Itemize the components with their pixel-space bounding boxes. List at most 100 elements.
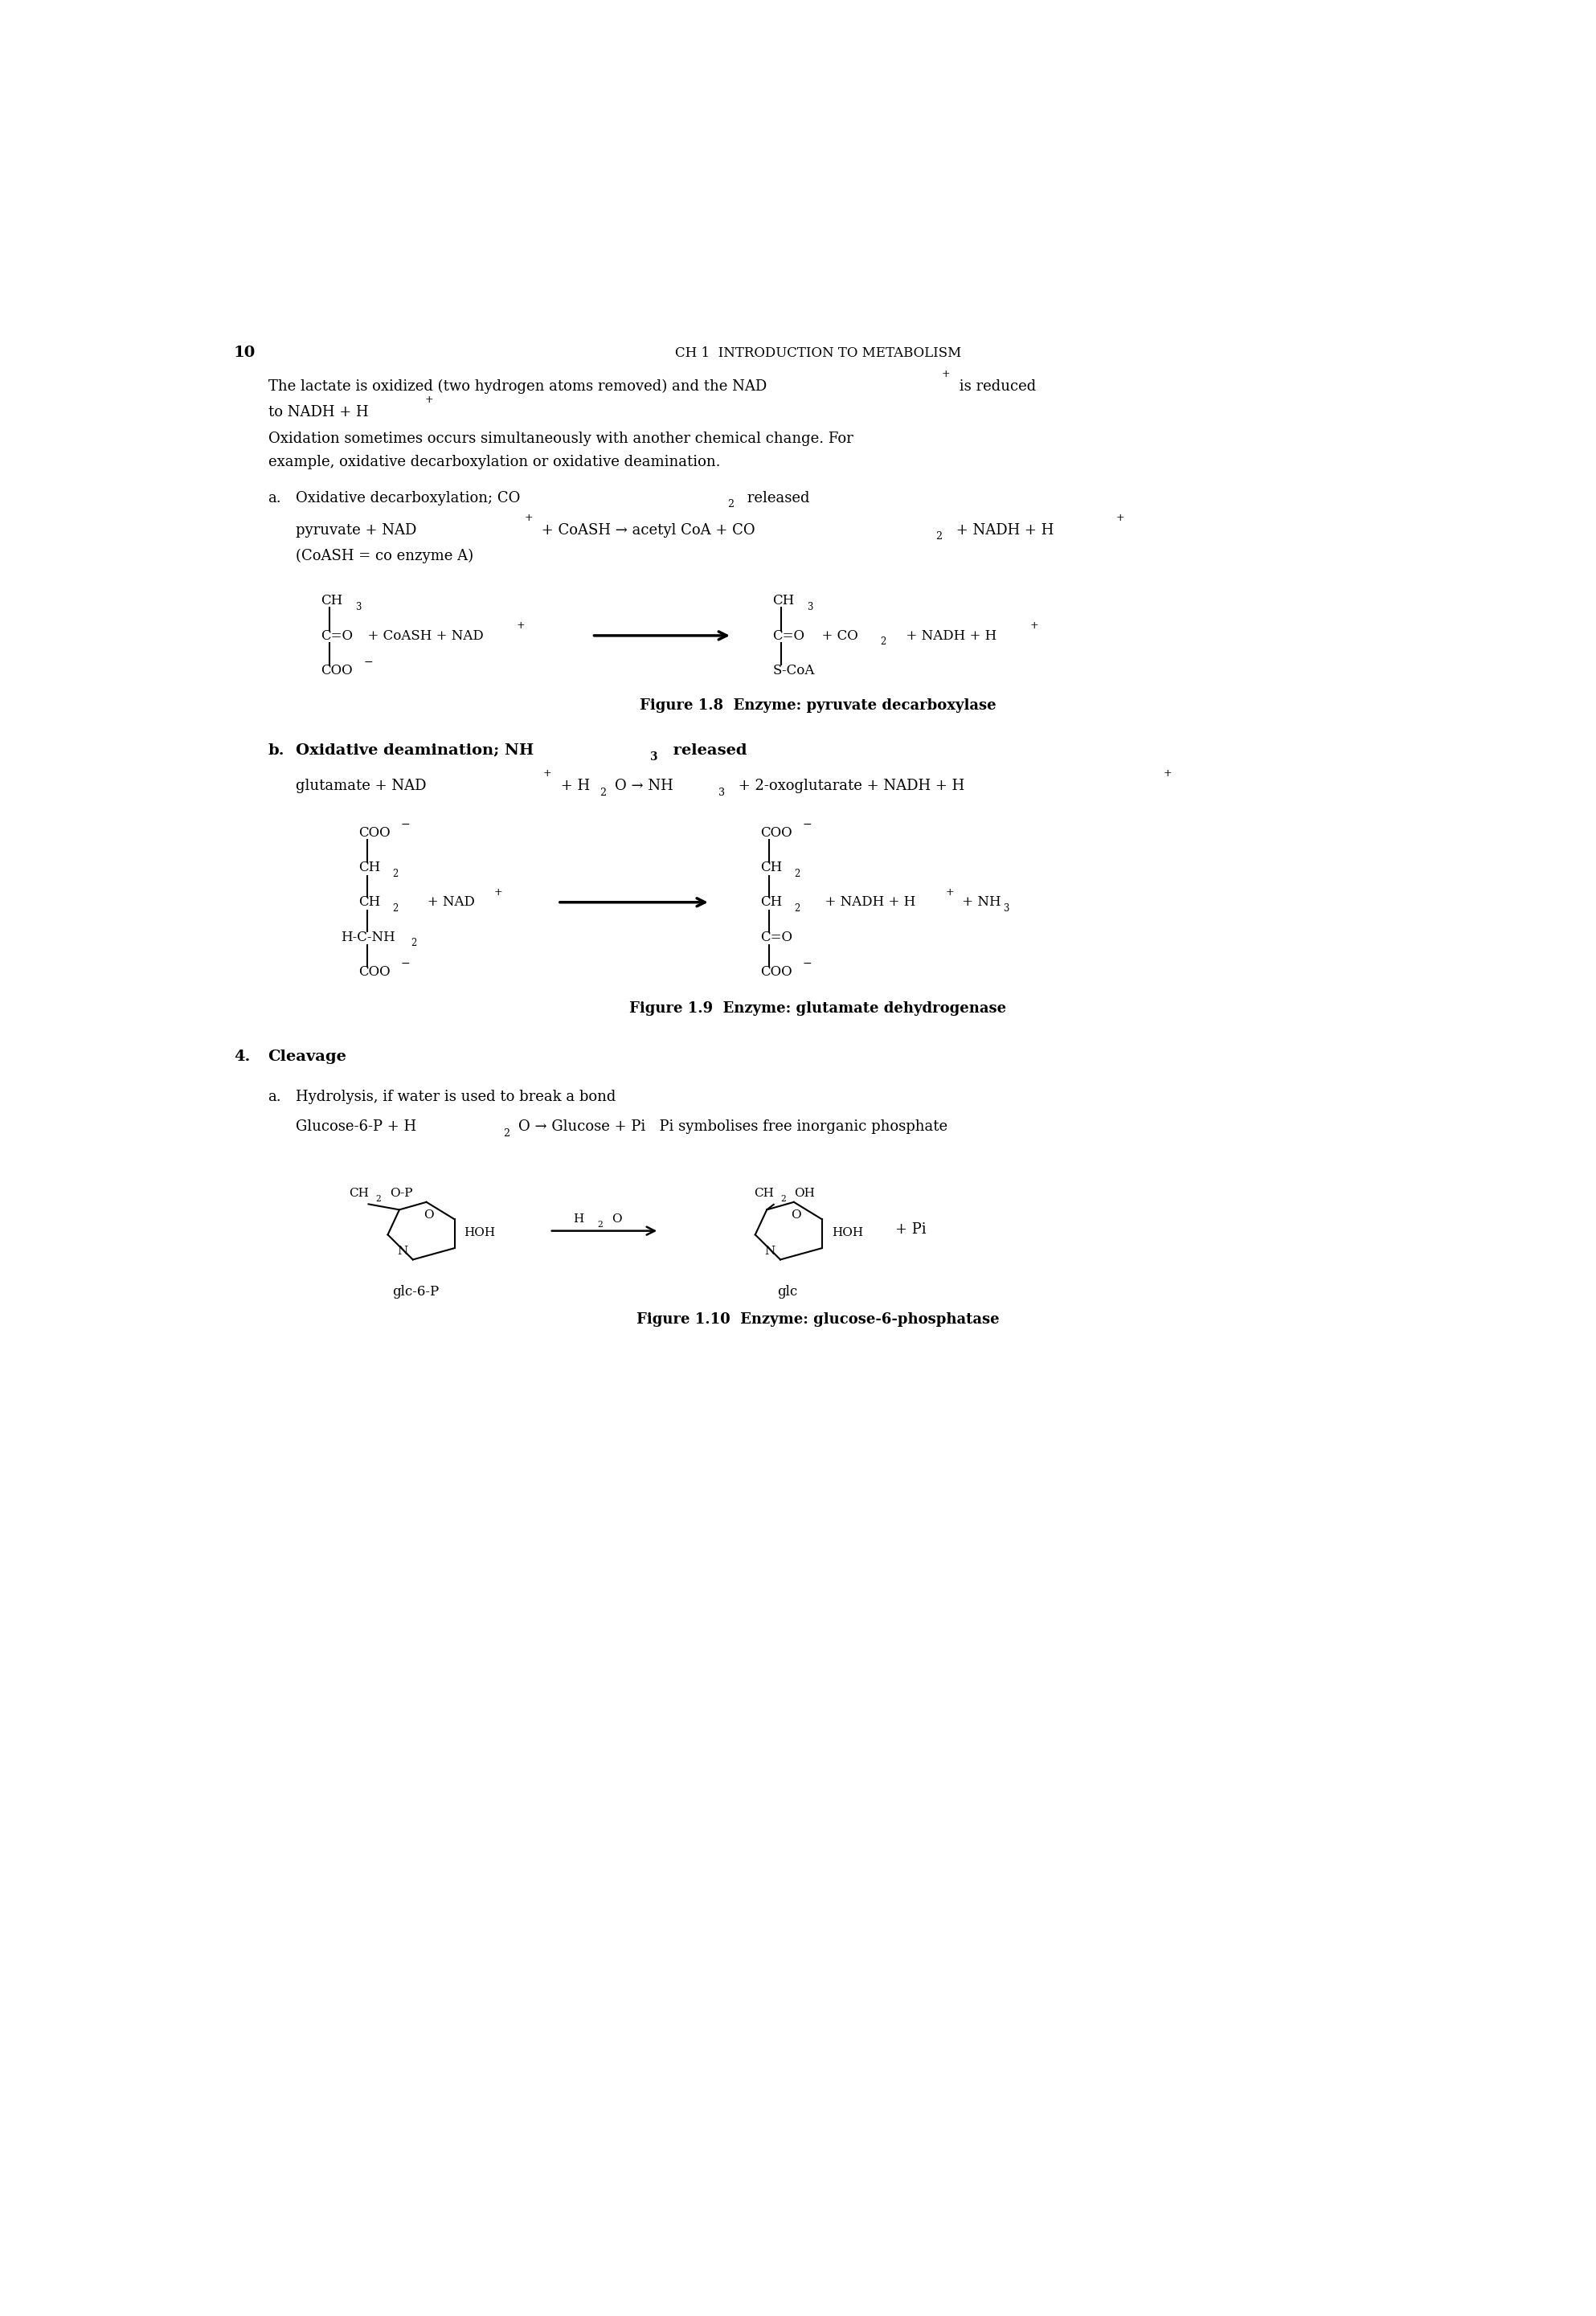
Text: + CoASH + NAD: + CoASH + NAD [359,630,484,642]
Text: $\mathregular{_2}$: $\mathregular{_2}$ [795,901,801,915]
Text: 4.: 4. [233,1049,251,1063]
Text: Figure 1.9  Enzyme: glutamate dehydrogenase: Figure 1.9 Enzyme: glutamate dehydrogena… [629,1001,1007,1017]
Text: + 2-oxoglutarate + NADH + H: + 2-oxoglutarate + NADH + H [734,778,964,794]
Text: The lactate is oxidized (two hydrogen atoms removed) and the NAD: The lactate is oxidized (two hydrogen at… [268,380,766,394]
Text: $\mathregular{_2}$: $\mathregular{_2}$ [780,1193,787,1204]
Text: $\mathregular{_2}$: $\mathregular{_2}$ [503,1123,511,1139]
Text: CH: CH [760,896,782,910]
Text: CH: CH [359,896,380,910]
Text: 10: 10 [233,345,255,359]
Text: CH: CH [321,595,343,607]
Text: $\mathregular{_3}$: $\mathregular{_3}$ [1002,901,1010,915]
Text: N: N [764,1246,776,1258]
Text: O: O [611,1214,622,1225]
Text: $\mathregular{_2}$: $\mathregular{_2}$ [375,1193,381,1204]
Text: COO: COO [359,827,389,841]
Text: −: − [803,959,812,968]
Text: COO: COO [359,966,389,977]
Text: OH: OH [795,1188,816,1200]
Text: + NH: + NH [958,896,1001,910]
Text: S-CoA: S-CoA [772,662,814,676]
Text: COO: COO [760,966,792,977]
Text: Oxidation sometimes occurs simultaneously with another chemical change. For: Oxidation sometimes occurs simultaneousl… [268,431,852,445]
Text: O → NH: O → NH [614,778,674,794]
Text: $\mathregular{_3}$: $\mathregular{_3}$ [718,783,725,799]
Text: O: O [792,1209,801,1221]
Text: +: + [1163,769,1171,778]
Text: released: released [742,491,809,505]
Text: +: + [543,769,552,778]
Text: $\mathregular{_2}$: $\mathregular{_2}$ [600,783,606,799]
Text: + CO: + CO [812,630,857,642]
Text: + CoASH → acetyl CoA + CO: + CoASH → acetyl CoA + CO [538,523,755,537]
Text: $\mathregular{_2}$: $\mathregular{_2}$ [795,866,801,880]
Text: +: + [1116,512,1125,523]
Text: $\mathregular{_3}$: $\mathregular{_3}$ [650,748,658,762]
Text: O: O [423,1209,434,1221]
Text: example, oxidative decarboxylation or oxidative deamination.: example, oxidative decarboxylation or ox… [268,454,720,470]
Text: COO: COO [760,827,792,841]
Text: +: + [517,621,525,630]
Text: −: − [364,655,372,667]
Text: + NADH + H: + NADH + H [816,896,915,910]
Text: is reduced: is reduced [954,380,1036,394]
Text: + NADH + H: + NADH + H [951,523,1053,537]
Text: N: N [397,1246,407,1258]
Text: CH: CH [760,862,782,875]
Text: −: − [401,959,410,968]
Text: a.: a. [268,1089,281,1105]
Text: +: + [425,394,434,405]
Text: HOH: HOH [832,1227,863,1239]
Text: $\mathregular{_2}$: $\mathregular{_2}$ [393,901,399,915]
Text: Hydrolysis, if water is used to break a bond: Hydrolysis, if water is used to break a … [295,1089,616,1105]
Text: CH: CH [772,595,795,607]
Text: CH: CH [359,862,380,875]
Text: $\mathregular{_3}$: $\mathregular{_3}$ [806,600,814,614]
Text: a.: a. [268,491,281,505]
Text: −: − [401,820,410,831]
Text: + Pi: + Pi [895,1223,926,1237]
Text: +: + [495,887,503,896]
Text: +: + [525,512,533,523]
Text: + NADH + H: + NADH + H [897,630,998,642]
Text: $\mathregular{_2}$: $\mathregular{_2}$ [881,635,887,648]
Text: + NAD: + NAD [415,896,474,910]
Text: +: + [1029,621,1039,630]
Text: C=O: C=O [321,630,353,642]
Text: pyruvate + NAD: pyruvate + NAD [295,523,417,537]
Text: H: H [573,1214,584,1225]
Text: HOH: HOH [464,1227,496,1239]
Text: O-P: O-P [389,1188,412,1200]
Text: glc-6-P: glc-6-P [393,1285,439,1299]
Text: CH 1  INTRODUCTION TO METABOLISM: CH 1 INTRODUCTION TO METABOLISM [675,345,961,359]
Text: b.: b. [268,743,284,757]
Text: COO: COO [321,662,353,676]
Text: Oxidative decarboxylation; CO: Oxidative decarboxylation; CO [295,491,520,505]
Text: C=O: C=O [772,630,804,642]
Text: (CoASH = co enzyme A): (CoASH = co enzyme A) [295,549,474,563]
Text: $\mathregular{_2}$: $\mathregular{_2}$ [410,936,417,950]
Text: Glucose-6-P + H: Glucose-6-P + H [295,1119,417,1135]
Text: Figure 1.10  Enzyme: glucose-6-phosphatase: Figure 1.10 Enzyme: glucose-6-phosphatas… [637,1313,999,1327]
Text: Cleavage: Cleavage [268,1049,346,1063]
Text: to NADH + H: to NADH + H [268,405,369,419]
Text: O → Glucose + Pi   Pi symbolises free inorganic phosphate: O → Glucose + Pi Pi symbolises free inor… [519,1119,948,1135]
Text: glutamate + NAD: glutamate + NAD [295,778,426,794]
Text: glc: glc [777,1285,796,1299]
Text: released: released [667,743,747,757]
Text: H-C-NH: H-C-NH [342,931,396,945]
Text: −: − [803,820,812,831]
Text: $\mathregular{_2}$: $\mathregular{_2}$ [393,866,399,880]
Text: Figure 1.8  Enzyme: pyruvate decarboxylase: Figure 1.8 Enzyme: pyruvate decarboxylas… [640,699,996,713]
Text: $\mathregular{_3}$: $\mathregular{_3}$ [356,600,362,614]
Text: CH: CH [350,1188,369,1200]
Text: C=O: C=O [760,931,792,945]
Text: Oxidative deamination; NH: Oxidative deamination; NH [295,743,535,757]
Text: +: + [942,368,951,380]
Text: $\mathregular{_2}$: $\mathregular{_2}$ [935,528,943,542]
Text: + H: + H [555,778,589,794]
Text: CH: CH [753,1188,774,1200]
Text: $\mathregular{_2}$: $\mathregular{_2}$ [728,496,734,510]
Text: $\mathregular{_2}$: $\mathregular{_2}$ [597,1218,603,1230]
Text: +: + [945,887,954,896]
